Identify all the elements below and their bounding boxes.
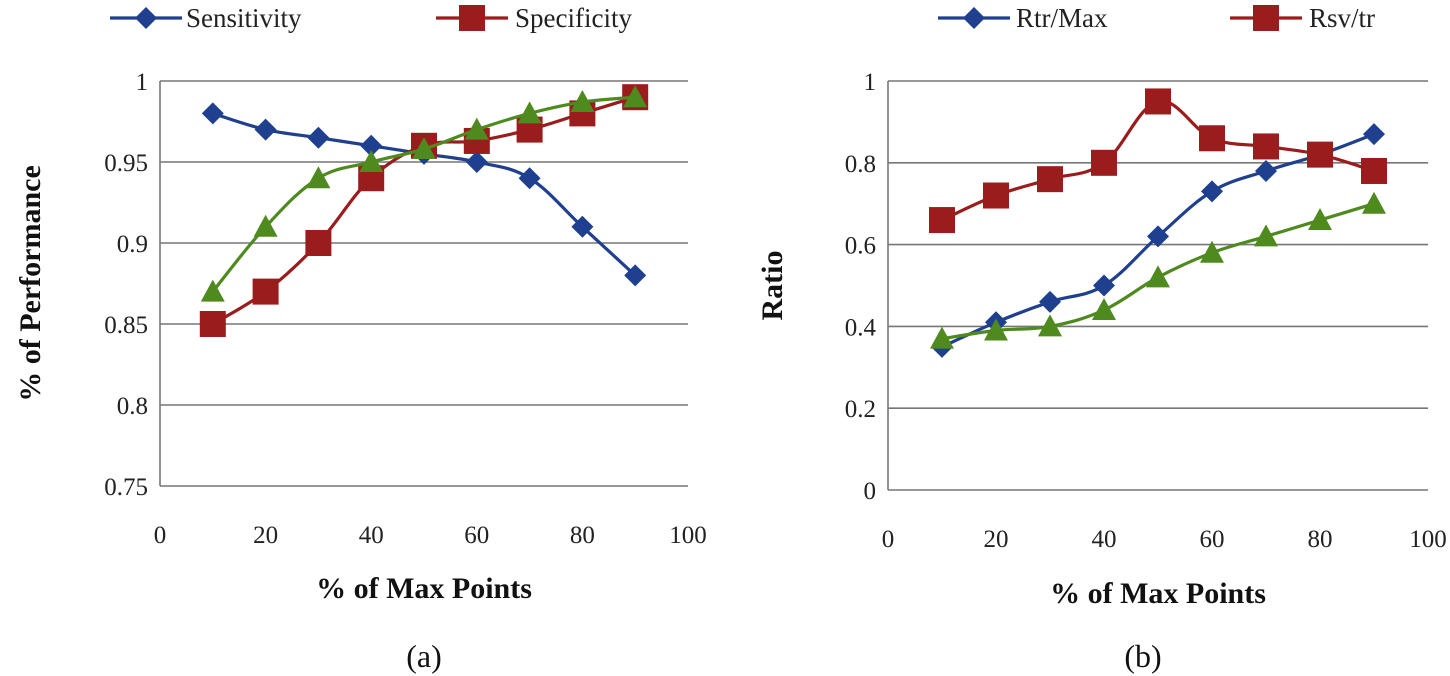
legend-entry: Rtr/Max: [938, 3, 1108, 33]
y-tick-label: 1: [864, 69, 877, 96]
y-tick-label: 0.85: [104, 312, 148, 339]
y-tick-label: 0.2: [845, 396, 876, 423]
data-point: [1363, 123, 1385, 146]
y-tick-label: 0.9: [117, 231, 148, 258]
legend-entry: Specificity: [436, 3, 632, 33]
data-point: [1037, 166, 1063, 193]
data-point: [1039, 290, 1061, 313]
data-point: [1255, 159, 1277, 182]
series-sensitivity: [201, 102, 647, 287]
x-tick-label: 80: [570, 522, 595, 549]
x-tick-label: 60: [464, 522, 489, 549]
legend-label: Rsv/tr: [1309, 3, 1375, 33]
data-point: [983, 182, 1009, 209]
data-point: [200, 279, 225, 302]
x-tick-label: 100: [669, 522, 707, 549]
data-point: [624, 264, 647, 287]
y-axis-title: Ratio: [756, 251, 789, 321]
data-point: [1362, 191, 1386, 214]
data-point: [1147, 225, 1169, 248]
x-tick-label: 20: [984, 526, 1009, 553]
data-point: [1038, 314, 1062, 337]
y-axis-title: % of Performance: [14, 165, 47, 402]
data-point: [360, 134, 383, 157]
data-point: [199, 311, 226, 337]
legend-marker: [963, 7, 985, 29]
data-point: [252, 278, 279, 305]
x-tick-label: 20: [253, 522, 278, 549]
panel-caption: (b): [1124, 638, 1161, 674]
y-tick-label: 0: [864, 478, 877, 505]
y-tick-label: 0.4: [845, 314, 877, 341]
chart-panel-b: 0 0.2 0.4 0.6 0.8 1 0 20 40 60 80 100 % of Max Point…: [756, 3, 1447, 674]
data-point: [984, 318, 1008, 341]
x-tick-label: 60: [1200, 526, 1225, 553]
data-point: [517, 101, 542, 124]
data-point: [1091, 149, 1117, 176]
x-tick-label: 80: [1308, 526, 1333, 553]
x-tick-label: 40: [1092, 526, 1117, 553]
legend-marker: [459, 5, 485, 31]
x-axis-title: % of Max Points: [316, 572, 532, 605]
y-tick-label: 0.8: [117, 393, 148, 420]
data-point: [1200, 240, 1224, 263]
data-point: [1254, 224, 1278, 247]
x-tick-label: 100: [1409, 526, 1447, 553]
legend-label: Specificity: [515, 3, 632, 33]
data-point: [518, 167, 541, 190]
chart-panel-a: 0.75 0.8 0.85 0.9 0.95 1 0 20 40 60 80 100 % of Max …: [14, 3, 707, 674]
data-point: [307, 126, 330, 149]
x-tick-label: 0: [154, 522, 167, 549]
data-point: [1146, 265, 1170, 288]
data-point: [306, 166, 331, 189]
series-unlabeled-green: [930, 191, 1386, 349]
data-point: [929, 207, 955, 234]
data-point: [1201, 180, 1223, 203]
legend-label: Rtr/Max: [1016, 3, 1108, 33]
y-tick-label: 1: [136, 69, 149, 96]
y-tick-label: 0.6: [845, 233, 876, 260]
data-point: [1307, 141, 1333, 168]
panel-caption: (a): [406, 638, 442, 674]
data-point: [465, 151, 488, 173]
data-point: [1093, 274, 1115, 297]
legend-label: Sensitivity: [186, 3, 302, 33]
x-tick-label: 40: [359, 522, 384, 549]
series-unlabeled-green: [200, 85, 648, 302]
data-point: [930, 326, 954, 349]
data-point: [1092, 298, 1116, 321]
data-point: [412, 137, 436, 160]
data-point: [570, 90, 595, 113]
y-tick-label: 0.75: [104, 474, 148, 501]
data-point: [1199, 125, 1225, 152]
legend-entry: Sensitivity: [110, 3, 302, 33]
legend-marker: [135, 7, 157, 29]
series-rsv-tr: [929, 88, 1387, 234]
data-point: [571, 215, 594, 238]
data-point: [253, 214, 278, 237]
data-point: [254, 118, 277, 141]
legend-marker: [1253, 5, 1279, 31]
y-tick-label: 0.8: [845, 151, 876, 178]
data-point: [359, 150, 384, 172]
data-point: [201, 102, 224, 125]
data-point: [1361, 157, 1387, 184]
data-point: [1253, 133, 1279, 160]
x-tick-label: 0: [882, 526, 895, 553]
legend-entry: Rsv/tr: [1230, 3, 1375, 33]
data-point: [305, 230, 332, 256]
data-point: [1308, 208, 1332, 231]
x-axis-title: % of Max Points: [1050, 577, 1266, 610]
data-point: [623, 85, 648, 108]
y-tick-label: 0.95: [104, 150, 148, 177]
data-point: [1145, 88, 1171, 115]
data-point: [464, 117, 489, 140]
